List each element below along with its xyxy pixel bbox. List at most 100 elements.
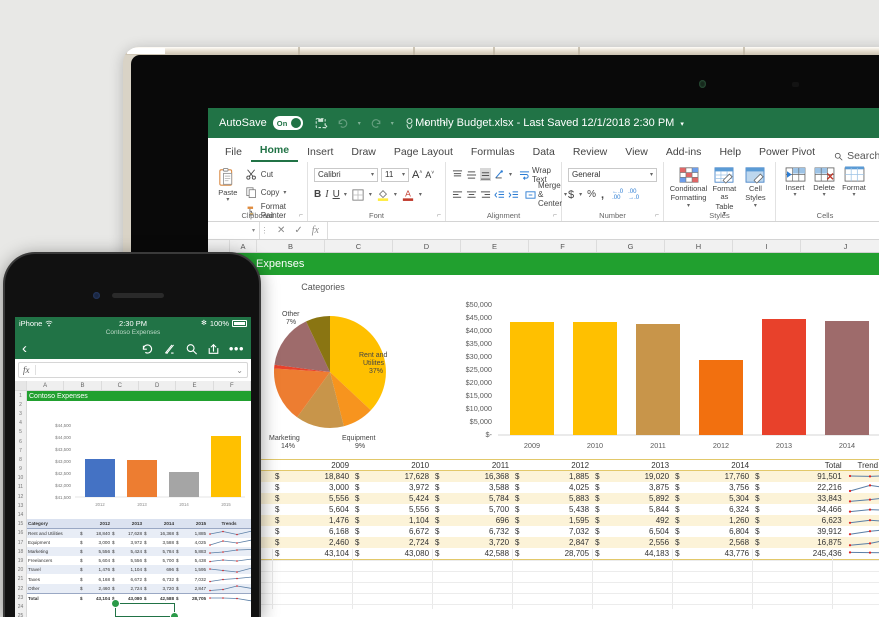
decrease-decimal-icon[interactable]: .00 →.0 xyxy=(628,188,640,201)
align-bottom-icon[interactable] xyxy=(480,168,491,181)
phone-col-d[interactable]: D xyxy=(139,381,177,390)
orientation-caret-icon[interactable]: ▾ xyxy=(509,172,513,178)
delete-caret-icon[interactable]: ▾ xyxy=(822,192,826,199)
font-size-caret-icon[interactable]: ▾ xyxy=(401,172,405,178)
tab-home[interactable]: Home xyxy=(250,142,299,162)
borders-caret-icon[interactable]: ▾ xyxy=(368,192,372,198)
cancel-icon[interactable]: ✕ xyxy=(277,225,286,236)
column-header-b[interactable]: B xyxy=(257,240,325,252)
cut-button[interactable]: Cut xyxy=(246,166,301,183)
font-family-select[interactable]: Calibri ▾ xyxy=(314,167,378,182)
tab-review[interactable]: Review xyxy=(572,146,608,158)
phone-col-b[interactable]: B xyxy=(64,381,102,390)
chevron-down-icon[interactable]: ▾ xyxy=(680,121,684,128)
insert-cells-button[interactable]: Insert ▾ xyxy=(782,166,808,199)
number-dialog-launcher[interactable]: ⌐ xyxy=(654,212,659,219)
insert-caret-icon[interactable]: ▾ xyxy=(793,192,797,199)
name-box[interactable]: ▾ xyxy=(208,222,260,239)
share-icon[interactable] xyxy=(207,343,220,355)
merge-caret-icon[interactable]: ▾ xyxy=(564,192,568,198)
worksheet-grid[interactable]: Contoso Expenses Categories xyxy=(208,253,879,617)
merge-center-button[interactable]: Merge & Center ▾ xyxy=(525,181,567,208)
phone-col-e[interactable]: E xyxy=(176,381,214,390)
number-format-select[interactable]: General ▾ xyxy=(568,167,657,182)
column-header-row[interactable]: A B C D E F G H I J xyxy=(208,240,879,253)
phone-corner-cell[interactable] xyxy=(15,381,27,390)
touch-mode-icon[interactable] xyxy=(403,117,416,130)
save-icon[interactable] xyxy=(315,117,328,130)
phone-nav-bar[interactable]: ‹ ••• xyxy=(15,338,251,359)
formula-bar-buttons[interactable]: ✕ ✓ fx xyxy=(269,222,328,239)
phone-col-c[interactable]: C xyxy=(102,381,139,390)
italic-button[interactable]: I xyxy=(325,189,329,200)
chevron-down-icon[interactable]: ⌄ xyxy=(236,365,243,375)
document-title-area[interactable]: Monthly Budget.xlsx - Last Saved 12/1/20… xyxy=(208,117,879,129)
clipboard-dialog-launcher[interactable]: ⌐ xyxy=(298,212,303,219)
tab-page-layout[interactable]: Page Layout xyxy=(393,146,453,158)
bold-button[interactable]: B xyxy=(314,189,322,200)
column-header-a[interactable]: A xyxy=(230,240,257,252)
fill-color-caret-icon[interactable]: ▾ xyxy=(393,192,397,198)
phone-formula-bar[interactable]: fx ⌄ xyxy=(18,362,248,378)
search-box[interactable]: Search xyxy=(834,150,879,162)
fill-color-icon[interactable] xyxy=(376,188,390,201)
phone-col-a[interactable]: A xyxy=(27,381,65,390)
cell-styles-button[interactable]: Cell Styles ▾ xyxy=(742,166,769,217)
copy-button[interactable]: Copy ▾ xyxy=(246,184,301,201)
tab-data[interactable]: Data xyxy=(532,146,555,158)
paste-caret-icon[interactable]: ▾ xyxy=(226,197,230,204)
borders-icon[interactable] xyxy=(351,188,365,201)
formula-bar[interactable]: ▾ ⋮ ✕ ✓ fx xyxy=(208,222,879,240)
column-header-d[interactable]: D xyxy=(393,240,461,252)
enter-icon[interactable]: ✓ xyxy=(294,225,303,236)
align-center-icon[interactable] xyxy=(466,188,477,201)
grow-font-button[interactable]: A˄ xyxy=(412,168,423,181)
column-header-e[interactable]: E xyxy=(461,240,529,252)
ribbon-tab-strip[interactable]: File Home Insert Draw Page Layout Formul… xyxy=(208,138,879,162)
edit-pen-icon[interactable] xyxy=(163,343,176,355)
format-caret-icon[interactable]: ▾ xyxy=(852,192,856,199)
tab-draw[interactable]: Draw xyxy=(351,146,376,158)
more-ellipsis-icon[interactable]: ••• xyxy=(228,341,244,356)
underline-caret-icon[interactable]: ▾ xyxy=(343,192,347,198)
percent-format-button[interactable]: % xyxy=(587,189,597,200)
phone-expenses-table[interactable]: Category 2012 2013 2014 2015 Trends Rent… xyxy=(27,519,251,603)
autosave-control[interactable]: AutoSave On xyxy=(208,116,303,130)
currency-caret-icon[interactable]: ▾ xyxy=(579,192,583,198)
back-chevron-icon[interactable]: ‹ xyxy=(22,340,27,357)
phone-sheet-area[interactable]: Contoso Expenses $44,500 $44,000 $43,500… xyxy=(27,391,251,617)
comma-format-button[interactable]: , xyxy=(601,188,605,201)
expenses-table[interactable]: 2009 2010 2011 2012 2013 2014 Total Tren… xyxy=(208,459,879,609)
undo-icon[interactable] xyxy=(337,118,349,129)
conditional-formatting-button[interactable]: Conditional Formatting ▾ xyxy=(670,166,707,217)
align-top-icon[interactable] xyxy=(452,168,463,181)
tab-help[interactable]: Help xyxy=(719,146,742,158)
shrink-font-button[interactable]: A˅ xyxy=(425,169,435,180)
delete-cells-button[interactable]: Delete ▾ xyxy=(810,166,838,199)
currency-format-button[interactable]: $ xyxy=(568,188,575,201)
column-header-i[interactable]: I xyxy=(733,240,801,252)
column-header-c[interactable]: C xyxy=(325,240,393,252)
column-header-f[interactable]: F xyxy=(529,240,597,252)
alignment-dialog-launcher[interactable]: ⌐ xyxy=(552,212,557,219)
search-icon[interactable] xyxy=(185,343,198,355)
phone-column-headers[interactable]: A B C D E F xyxy=(15,381,251,391)
tab-file[interactable]: File xyxy=(225,146,242,158)
font-color-icon[interactable]: A xyxy=(401,188,415,201)
conditional-formatting-caret-icon[interactable]: ▾ xyxy=(686,202,690,209)
undo-icon[interactable] xyxy=(141,343,154,355)
more-icon[interactable]: ▾ xyxy=(442,120,446,127)
tab-insert[interactable]: Insert xyxy=(307,146,334,158)
quick-access-toolbar[interactable]: ▾ ▾ ▾ ▾ xyxy=(315,117,446,130)
align-middle-icon[interactable] xyxy=(466,168,477,181)
redo-icon[interactable] xyxy=(370,118,382,129)
orientation-icon[interactable] xyxy=(494,168,506,181)
name-box-caret-icon[interactable]: ▾ xyxy=(251,228,255,234)
decrease-indent-icon[interactable] xyxy=(494,188,505,201)
undo-caret-icon[interactable]: ▾ xyxy=(357,120,361,127)
tab-add-ins[interactable]: Add-ins xyxy=(665,146,702,158)
paste-button[interactable]: Paste ▾ xyxy=(214,165,242,219)
redo-caret-icon[interactable]: ▾ xyxy=(390,120,394,127)
